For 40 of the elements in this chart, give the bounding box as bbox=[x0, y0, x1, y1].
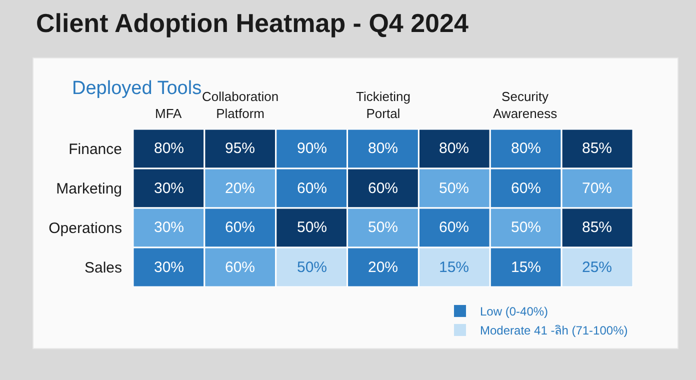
data-label: 15% bbox=[511, 259, 542, 276]
data-label: 60% bbox=[297, 180, 328, 197]
data-label: 15% bbox=[439, 259, 470, 276]
data-label: 25% bbox=[582, 259, 612, 276]
data-label: 80% bbox=[511, 140, 542, 157]
data-label: 85% bbox=[582, 140, 612, 157]
data-label: 30% bbox=[154, 259, 184, 276]
x-tick-label: MFA bbox=[155, 106, 182, 121]
chart-title: Client Adoption Heatmap - Q4 2024 bbox=[36, 8, 469, 38]
y-tick-label: Operations bbox=[48, 220, 122, 237]
data-label: 60% bbox=[511, 180, 542, 197]
data-label: 20% bbox=[225, 180, 256, 197]
data-label: 50% bbox=[439, 180, 470, 197]
data-label: 50% bbox=[297, 259, 328, 276]
data-label: 95% bbox=[225, 140, 256, 157]
y-tick-label: Marketing bbox=[56, 180, 122, 198]
x-tick-label: Collaboration Platform bbox=[202, 89, 279, 121]
data-label: 30% bbox=[154, 180, 184, 197]
chart-subtitle: Deployed Tools bbox=[72, 78, 202, 99]
legend-label: Low (0-40%) bbox=[480, 304, 548, 319]
data-label: 70% bbox=[582, 180, 612, 197]
data-label: 60% bbox=[439, 219, 470, 236]
data-label: 50% bbox=[511, 219, 542, 236]
y-tick-label: Sales bbox=[84, 260, 122, 276]
data-label: 80% bbox=[368, 140, 398, 157]
data-label: 80% bbox=[154, 140, 184, 157]
data-label: 20% bbox=[368, 259, 398, 276]
x-tick-label: Security Awareness bbox=[493, 89, 558, 121]
data-label: 85% bbox=[582, 219, 612, 236]
data-label: 60% bbox=[368, 180, 398, 197]
data-label: 60% bbox=[225, 259, 256, 276]
data-label: 60% bbox=[225, 219, 256, 236]
data-label: 50% bbox=[297, 219, 328, 236]
x-tick-label: Tickieting Portal bbox=[356, 89, 410, 121]
data-label: 50% bbox=[368, 219, 398, 236]
data-label: 90% bbox=[297, 140, 328, 157]
data-label: 80% bbox=[439, 140, 470, 157]
data-label: 30% bbox=[154, 219, 184, 236]
legend-label: Moderate 41 -ลิh (71-100%) bbox=[480, 324, 628, 338]
y-tick-label: Finance bbox=[68, 141, 122, 158]
